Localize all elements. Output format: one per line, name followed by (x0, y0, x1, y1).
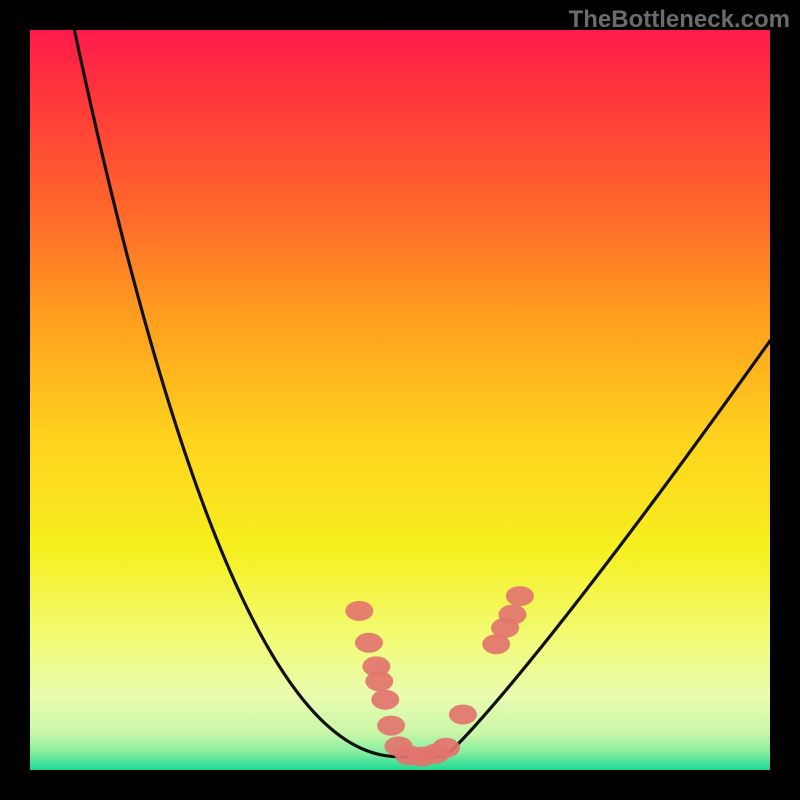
data-marker (432, 738, 460, 758)
plot-area (30, 30, 770, 770)
watermark-text: TheBottleneck.com (569, 6, 790, 34)
gradient-bg (30, 30, 770, 770)
data-marker (377, 716, 405, 736)
data-marker (365, 671, 393, 691)
data-marker (355, 633, 383, 653)
data-marker (506, 586, 534, 606)
data-marker (371, 690, 399, 710)
data-marker (449, 705, 477, 725)
data-marker (498, 605, 526, 625)
data-marker (345, 601, 373, 621)
chart-frame: TheBottleneck.com (0, 0, 800, 800)
